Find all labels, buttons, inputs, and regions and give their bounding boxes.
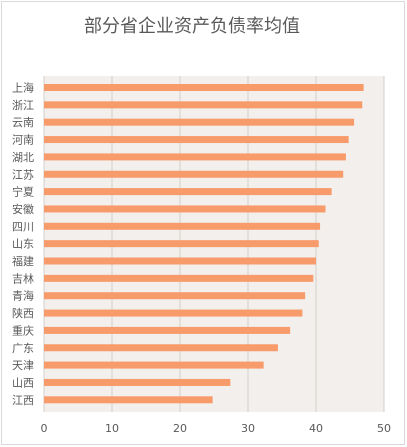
bar (44, 188, 332, 196)
y-category-label: 重庆 (12, 323, 34, 337)
bar (44, 326, 291, 334)
y-category-label: 江苏 (12, 168, 34, 181)
y-category-label: 宁夏 (12, 185, 34, 199)
bar (44, 396, 213, 404)
y-category-label: 天津 (12, 359, 34, 372)
y-category-label: 湖北 (12, 151, 34, 164)
y-category-label: 山西 (12, 376, 34, 389)
bar (44, 101, 363, 109)
x-tick-label: 40 (309, 422, 323, 435)
bar (44, 257, 316, 265)
bar (44, 361, 264, 369)
bar (44, 205, 326, 213)
y-category-label: 陕西 (12, 306, 34, 320)
x-tick-label: 10 (105, 422, 119, 435)
y-category-label: 山东 (12, 238, 34, 251)
bar (44, 274, 314, 282)
y-category-label: 云南 (12, 116, 34, 129)
bar (44, 136, 349, 144)
chart-title: 部分省企业资产负债率均值 (84, 16, 300, 37)
bar (44, 222, 321, 230)
bar (44, 153, 346, 161)
x-tick-label: 50 (377, 422, 391, 435)
bar (44, 292, 306, 300)
bar (44, 170, 344, 178)
y-category-label: 青海 (12, 289, 34, 303)
bar (44, 240, 319, 248)
bar (44, 378, 231, 386)
y-category-label: 吉林 (12, 271, 34, 285)
y-category-label: 河南 (12, 134, 34, 147)
y-category-label: 浙江 (12, 99, 34, 112)
bar (44, 344, 278, 352)
bar (44, 84, 364, 91)
y-category-label: 江西 (12, 394, 34, 407)
y-category-label: 安徽 (12, 202, 34, 216)
y-category-label: 四川 (12, 220, 34, 233)
bar (44, 118, 355, 126)
x-tick-label: 0 (41, 422, 48, 435)
bar (44, 309, 303, 317)
y-category-label: 广东 (12, 342, 34, 355)
x-tick-label: 30 (241, 422, 255, 435)
y-category-label: 福建 (12, 254, 34, 268)
x-tick-label: 20 (173, 422, 187, 435)
y-category-label: 上海 (12, 81, 34, 95)
